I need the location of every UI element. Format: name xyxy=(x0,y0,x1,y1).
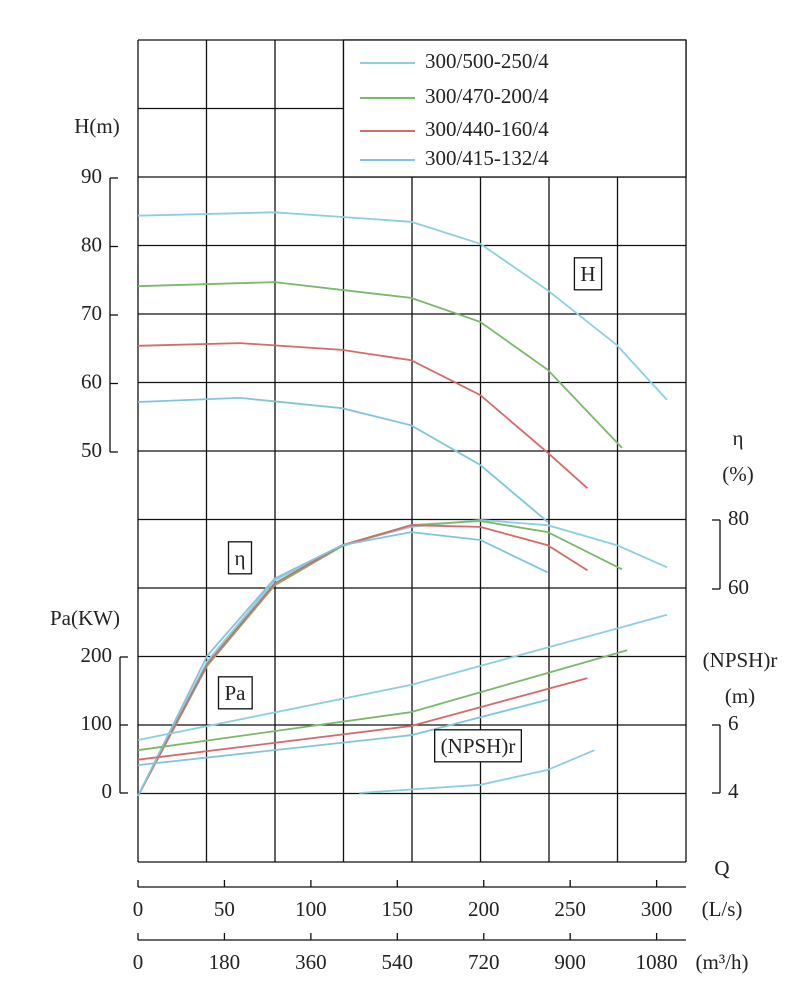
x-tick-label: 0 xyxy=(133,897,144,921)
y-tick-label: 90 xyxy=(81,164,102,188)
x-tick-label: 1080 xyxy=(636,950,678,974)
x-tick-label: 150 xyxy=(382,897,414,921)
curve xyxy=(137,677,588,761)
x-tick-label: 300 xyxy=(641,897,673,921)
y-tick-label: 50 xyxy=(81,438,102,462)
y-tick-label: 60 xyxy=(728,575,749,599)
y-tick-label: 100 xyxy=(81,711,113,735)
curve xyxy=(137,211,668,401)
y-tick-label: 70 xyxy=(81,301,102,325)
y-tick-label: 4 xyxy=(728,779,739,803)
curve-label-box xyxy=(227,541,253,575)
curve xyxy=(137,698,548,766)
x-tick-label: 720 xyxy=(468,950,500,974)
curve xyxy=(137,613,668,741)
x-tick-label: 100 xyxy=(295,897,327,921)
x-tick-label: 50 xyxy=(214,897,235,921)
curve-label: Pa xyxy=(225,681,247,705)
curve xyxy=(137,342,589,489)
curve-label: (NPSH)r xyxy=(441,734,516,758)
y-tick-label: 80 xyxy=(81,232,102,256)
y-tick-label: 60 xyxy=(81,369,102,393)
y-tick-label: 80 xyxy=(728,506,749,530)
x-tick-label: 900 xyxy=(554,950,586,974)
x2-axis-unit: (m³/h) xyxy=(696,950,749,974)
curve-label: H xyxy=(580,262,595,286)
y-axis-label: (m) xyxy=(725,684,755,708)
x-tick-label: 360 xyxy=(295,950,327,974)
x-tick-label: 540 xyxy=(382,950,414,974)
curve xyxy=(137,396,549,523)
curve xyxy=(137,524,588,797)
x-tick-label: 0 xyxy=(133,950,144,974)
curve xyxy=(137,281,623,449)
y-axis-label: η xyxy=(733,426,744,450)
y-axis-label: (NPSH)r xyxy=(703,648,778,672)
legend-label: 300/440-160/4 xyxy=(425,117,549,141)
x-tick-label: 180 xyxy=(209,950,241,974)
x-axis-label: Q xyxy=(714,856,729,880)
x-tick-label: 200 xyxy=(468,897,500,921)
legend-label: 300/500-250/4 xyxy=(425,49,549,73)
legend-label: 300/415-132/4 xyxy=(425,146,549,170)
curve xyxy=(359,749,595,794)
curve-label-box xyxy=(434,729,522,763)
curve xyxy=(137,519,668,797)
curve-label: η xyxy=(235,546,246,570)
x-tick-label: 250 xyxy=(554,897,586,921)
y-axis-label: Pa(KW) xyxy=(50,606,120,630)
y-tick-label: 200 xyxy=(81,643,113,667)
legend-label: 300/470-200/4 xyxy=(425,84,549,108)
curve-label-box xyxy=(217,676,253,710)
curve xyxy=(137,531,549,797)
x-axis-unit: (L/s) xyxy=(702,897,743,921)
curve xyxy=(137,649,628,752)
y-tick-label: 6 xyxy=(728,711,739,735)
curve-label-box xyxy=(573,257,603,291)
y-tick-label: 0 xyxy=(102,779,113,803)
y-axis-label: (%) xyxy=(722,462,753,486)
y-axis-label: H(m) xyxy=(74,114,120,138)
